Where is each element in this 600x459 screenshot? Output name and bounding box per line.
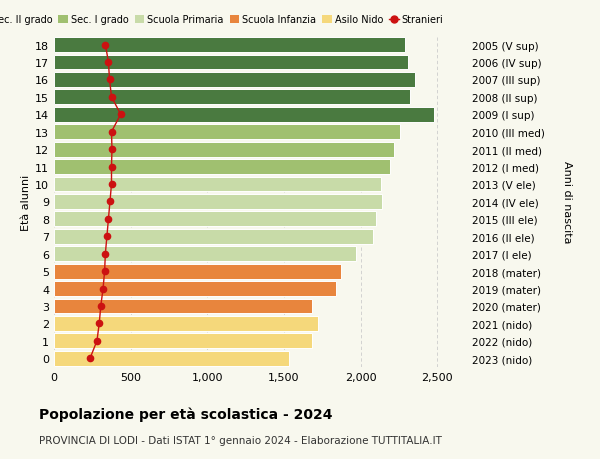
Bar (54, 56, 408, 70)
Y-axis label: Anni di nascita: Anni di nascita (562, 161, 572, 243)
Y-axis label: Età alunni: Età alunni (21, 174, 31, 230)
Bar (54, 264, 341, 279)
Bar (54, 334, 311, 348)
Bar (54, 281, 336, 297)
Bar (54, 177, 380, 192)
Bar (54, 107, 434, 123)
Bar (54, 351, 289, 366)
Text: Popolazione per età scolastica - 2024: Popolazione per età scolastica - 2024 (39, 406, 332, 421)
Bar (54, 38, 405, 53)
Bar (54, 247, 356, 262)
Bar (54, 142, 394, 157)
Bar (54, 316, 318, 331)
Bar (54, 73, 415, 88)
Bar (54, 195, 382, 209)
Legend: Sec. II grado, Sec. I grado, Scuola Primaria, Scuola Infanzia, Asilo Nido, Stran: Sec. II grado, Sec. I grado, Scuola Prim… (0, 15, 443, 25)
Bar (54, 299, 311, 313)
Bar (54, 125, 400, 140)
Bar (54, 230, 373, 244)
Bar (54, 160, 390, 174)
Text: PROVINCIA DI LODI - Dati ISTAT 1° gennaio 2024 - Elaborazione TUTTITALIA.IT: PROVINCIA DI LODI - Dati ISTAT 1° gennai… (39, 435, 442, 445)
Bar (54, 212, 376, 227)
Bar (54, 90, 410, 105)
